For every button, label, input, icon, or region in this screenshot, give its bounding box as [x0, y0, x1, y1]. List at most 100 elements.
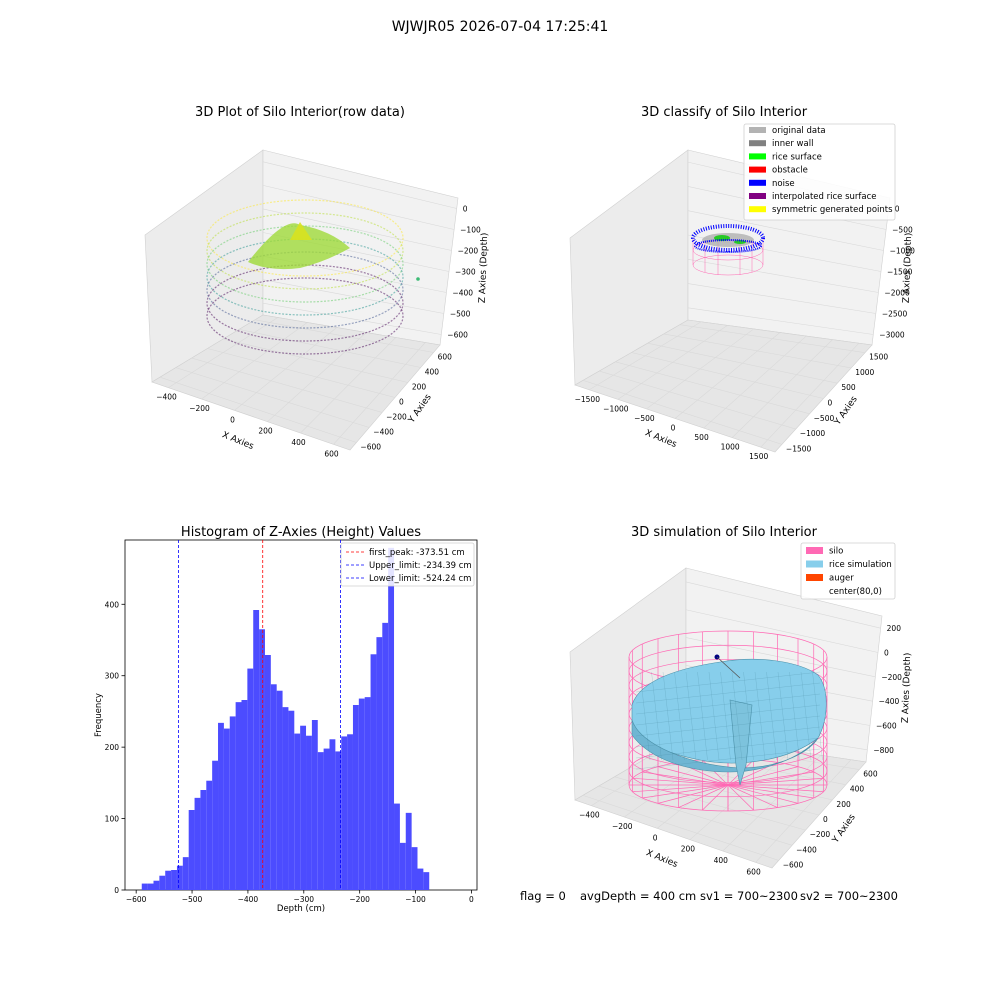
sim-ylabel: Y Axies	[830, 812, 858, 845]
silo-base-spoke	[702, 784, 729, 811]
ztick-label: −2500	[882, 310, 908, 319]
histogram-bar	[288, 710, 295, 890]
legend-label: center(80,0)	[829, 587, 882, 597]
xtick-label: 400	[714, 856, 729, 865]
mesh-line	[754, 671, 766, 761]
silo-base-spoke	[632, 784, 729, 793]
ytick-label: 0	[828, 399, 833, 408]
x-tick-label: 0	[469, 895, 474, 904]
ztick-label: 0	[895, 205, 900, 214]
footer-avg-depth: avgDepth = 400 cm	[580, 889, 696, 903]
ytick-label: −400	[373, 428, 394, 437]
silo-base-spoke	[727, 777, 824, 786]
silo-base-spoke	[727, 784, 754, 811]
silo-base-spoke	[727, 771, 814, 786]
histogram-bar	[382, 622, 389, 890]
silo-base-spoke	[727, 784, 814, 799]
mesh-line	[635, 693, 821, 715]
histogram-axis-ticks: −600 −500 −400 −300 −200 −100 0 0 100 200 300 400	[105, 600, 474, 904]
mesh-line	[731, 671, 743, 761]
silo-base-spoke	[642, 771, 729, 786]
histogram-bar	[159, 875, 166, 890]
histogram-bar	[229, 716, 236, 890]
ztick-label: 0	[463, 205, 468, 214]
rice-peak-points	[248, 223, 350, 270]
mesh-line	[766, 671, 777, 761]
mesh-line	[674, 671, 685, 761]
ytick-label: −400	[796, 845, 817, 854]
point-ring	[206, 251, 404, 329]
histogram-bar	[176, 865, 183, 890]
point-ring	[206, 238, 404, 316]
ztick-label: −500	[450, 310, 471, 319]
xtick-label: 500	[694, 433, 709, 442]
classify-zlabel: Z Axies (Depth)	[902, 233, 914, 304]
histogram-bar	[206, 780, 213, 890]
ztick-label: −3000	[879, 331, 905, 340]
histogram-ylabel: Frequency	[94, 693, 104, 737]
raw-tick-labels: −400 −200 0 200 400 600 −600 −400 −200 0 200 400 600…	[156, 205, 481, 459]
point-ring	[206, 199, 404, 277]
mesh-line	[720, 671, 731, 761]
xtick-label: −400	[579, 811, 600, 820]
ztick-label: −800	[873, 746, 894, 755]
raw-data-3d-panel: 3D Plot of Silo Interior(row data) −400−…	[144, 105, 490, 459]
mesh-line	[635, 748, 821, 770]
legend-swatch	[749, 153, 766, 160]
legend-label: interpolated rice surface	[772, 192, 877, 202]
ztick-label: 0	[884, 649, 889, 658]
histogram-bar	[399, 842, 406, 890]
histogram-bar	[311, 720, 318, 890]
histogram-bar	[270, 684, 277, 890]
figure-suptitle: WJWJR05 2026-07-04 17:25:41	[392, 19, 609, 35]
legend-swatch	[806, 560, 823, 568]
simulation-panel-title: 3D simulation of Silo Interior	[631, 525, 818, 540]
raw-floor-pane	[151, 314, 441, 451]
legend-label: silo	[829, 547, 843, 557]
histogram-bar	[141, 883, 148, 890]
xtick-label: −1500	[575, 395, 601, 404]
histogram-xlabel: Depth (cm)	[277, 904, 325, 914]
ytick-label: 1500	[869, 353, 888, 362]
histogram-bar	[165, 870, 172, 890]
legend-swatch	[749, 166, 766, 173]
point-ring	[206, 277, 404, 355]
histogram-bars	[141, 547, 430, 890]
outlier-point	[416, 277, 420, 281]
ytick-label: 200	[836, 800, 851, 809]
histogram-bar	[423, 872, 430, 890]
xtick-label: 200	[258, 427, 273, 436]
classify-3d-panel: 3D classify of Silo Interior −1500−1000−…	[569, 105, 915, 461]
ytick-label: −600	[360, 443, 381, 452]
histogram-bar	[235, 702, 242, 890]
ytick-label: 0	[823, 815, 828, 824]
mesh-line	[708, 671, 720, 761]
legend-swatch	[749, 140, 766, 147]
legend-label: rice simulation	[829, 560, 892, 570]
ztick-label: −200	[458, 247, 479, 256]
histogram-title: Histogram of Z-Axies (Height) Values	[181, 525, 421, 540]
classify-ylabel: Y Axies	[832, 394, 860, 427]
silo-base-spoke	[657, 766, 729, 786]
footer-sv1: sv1 = 700~2300	[700, 889, 798, 903]
histogram-bar	[200, 790, 207, 890]
legend-swatch	[749, 127, 766, 133]
histogram-bar	[253, 610, 260, 890]
legend-swatch	[749, 179, 766, 186]
xtick-label: 600	[324, 449, 339, 458]
silo-base-spoke	[632, 777, 729, 786]
point-ring	[206, 225, 404, 303]
classify-point-blob	[691, 224, 765, 253]
xtick-label: 400	[291, 438, 306, 447]
histogram-legend: first_peak: -373.51 cm Upper_limit: -234.…	[340, 542, 475, 587]
ytick-label: 600	[863, 770, 878, 779]
ytick-label: 400	[850, 785, 865, 794]
mesh-line	[789, 671, 800, 761]
legend-label: Lower_limit: -524.24 cm	[369, 574, 471, 584]
legend-label: first_peak: -373.51 cm	[369, 548, 465, 558]
y-tick-label: 200	[105, 743, 120, 752]
legend-swatch	[806, 547, 823, 554]
raw-gridlines	[159, 161, 457, 445]
legend-label: auger	[829, 574, 854, 584]
histogram-bar	[329, 739, 336, 890]
